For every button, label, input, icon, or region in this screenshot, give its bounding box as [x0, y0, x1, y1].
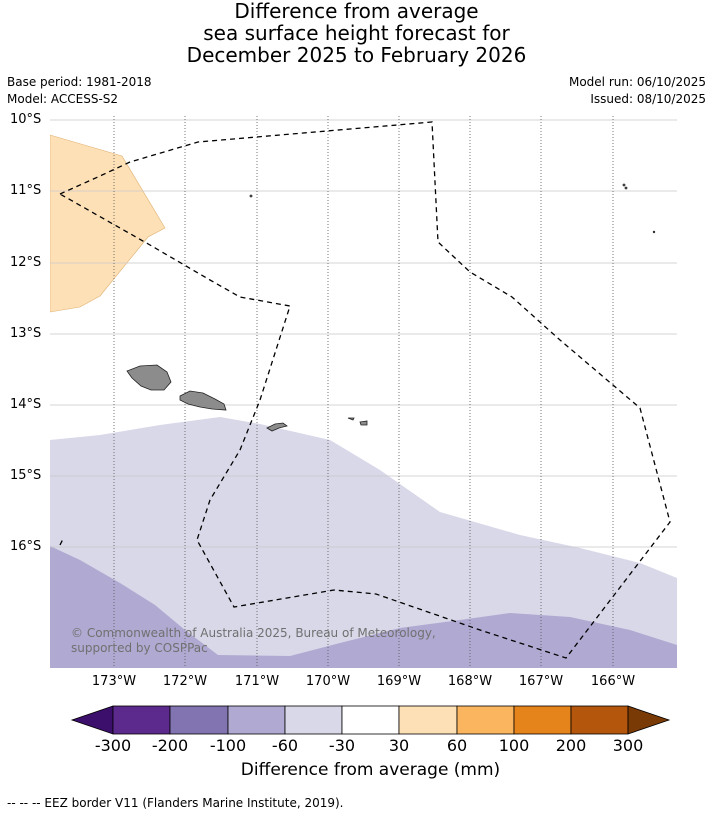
lat-label-14s: 14°S: [10, 397, 42, 412]
colorbar-segment-200-300: [570, 705, 629, 735]
latitude-gridlines: [50, 119, 677, 548]
lon-label-166w: 166°W: [590, 674, 636, 689]
eez-borders: [59, 121, 671, 659]
colorbar-segment-200-100: [169, 705, 229, 735]
colorbar-tick-minus-60: -60: [271, 736, 299, 755]
samoa-eez-border: [59, 121, 671, 659]
small-eez-border: [59, 536, 65, 546]
issued-date: Issued: 08/10/2025: [590, 92, 706, 106]
anomaly-region-light-orange: [50, 134, 166, 313]
samoa-islands: [126, 183, 656, 432]
model-name: Model: ACCESS-S2: [7, 92, 119, 106]
colorbar-segment-30-30: [341, 705, 400, 735]
savaii-island: [126, 364, 172, 391]
anomaly-region-light-purple: [50, 417, 677, 668]
colorbar-segment-60-100: [456, 705, 515, 735]
colorbar-segment-30-60: [398, 705, 458, 735]
colorbar-tick-300: 300: [612, 736, 644, 755]
northern-islet-1: [622, 183, 626, 187]
colorbar-segment-100-60: [227, 705, 286, 735]
colorbar-tick-30: 30: [388, 736, 410, 755]
lon-label-168w: 168°W: [447, 674, 493, 689]
colorbar-title: Difference from average (mm): [240, 760, 501, 780]
colorbar-tick-minus-100: -100: [209, 736, 247, 755]
lat-label-13s: 13°S: [10, 326, 42, 341]
lon-label-173w: 173°W: [91, 674, 137, 689]
lon-label-172w: 172°W: [162, 674, 208, 689]
base-period: Base period: 1981-2018: [7, 75, 152, 89]
longitude-gridlines: [113, 116, 614, 668]
tokelau-islet: [249, 194, 253, 198]
title-line-2: sea surface height forecast for: [203, 21, 510, 45]
colorbar-segment-100-200: [513, 705, 572, 735]
tau-island: [359, 420, 368, 426]
copyright-notice: © Commonwealth of Australia 2025, Bureau…: [71, 626, 436, 655]
colorbar-segment-300-200: [112, 705, 171, 735]
colorbar-tick-60: 60: [446, 736, 468, 755]
colorbar-tick-100: 100: [498, 736, 530, 755]
colorbar: [70, 705, 671, 735]
lon-label-171w: 171°W: [234, 674, 280, 689]
model-run: Model run: 06/10/2025: [568, 75, 706, 89]
title-line-1: Difference from average: [234, 0, 479, 23]
eastern-islet: [652, 230, 656, 234]
colorbar-tick-200: 200: [555, 736, 587, 755]
colorbar-tick-minus-30: -30: [328, 736, 356, 755]
tutuila-island: [266, 422, 288, 432]
colorbar-segment-below-300: [70, 705, 114, 735]
upolu-island: [179, 390, 227, 411]
meta-left: Base period: 1981-2018 Model: ACCESS-S2: [7, 74, 152, 108]
map-area: [50, 134, 677, 668]
northern-islet-2: [624, 186, 628, 190]
meta-right: Model run: 06/10/2025 Issued: 08/10/2025: [569, 74, 706, 108]
lat-label-11s: 11°S: [10, 183, 42, 198]
lon-label-170w: 170°W: [305, 674, 351, 689]
eez-legend-footer: -- -- -- EEZ border V11 (Flanders Marine…: [7, 796, 344, 810]
lat-label-16s: 16°S: [10, 539, 42, 554]
map-title: Difference from average sea surface heig…: [0, 0, 713, 66]
colorbar-tick-minus-300: -300: [94, 736, 132, 755]
colorbar-tick-minus-200: -200: [151, 736, 189, 755]
ofu-island: [347, 417, 355, 421]
lat-label-12s: 12°S: [10, 255, 42, 270]
colorbar-segment-60-30: [284, 705, 343, 735]
anomaly-region-mid-purple: [50, 546, 677, 668]
lat-label-15s: 15°S: [10, 468, 42, 483]
lon-label-169w: 169°W: [376, 674, 422, 689]
lon-label-167w: 167°W: [518, 674, 564, 689]
title-line-3: December 2025 to February 2026: [186, 43, 527, 67]
lat-label-10s: 10°S: [10, 112, 42, 127]
colorbar-segment-above-300: [627, 705, 671, 735]
